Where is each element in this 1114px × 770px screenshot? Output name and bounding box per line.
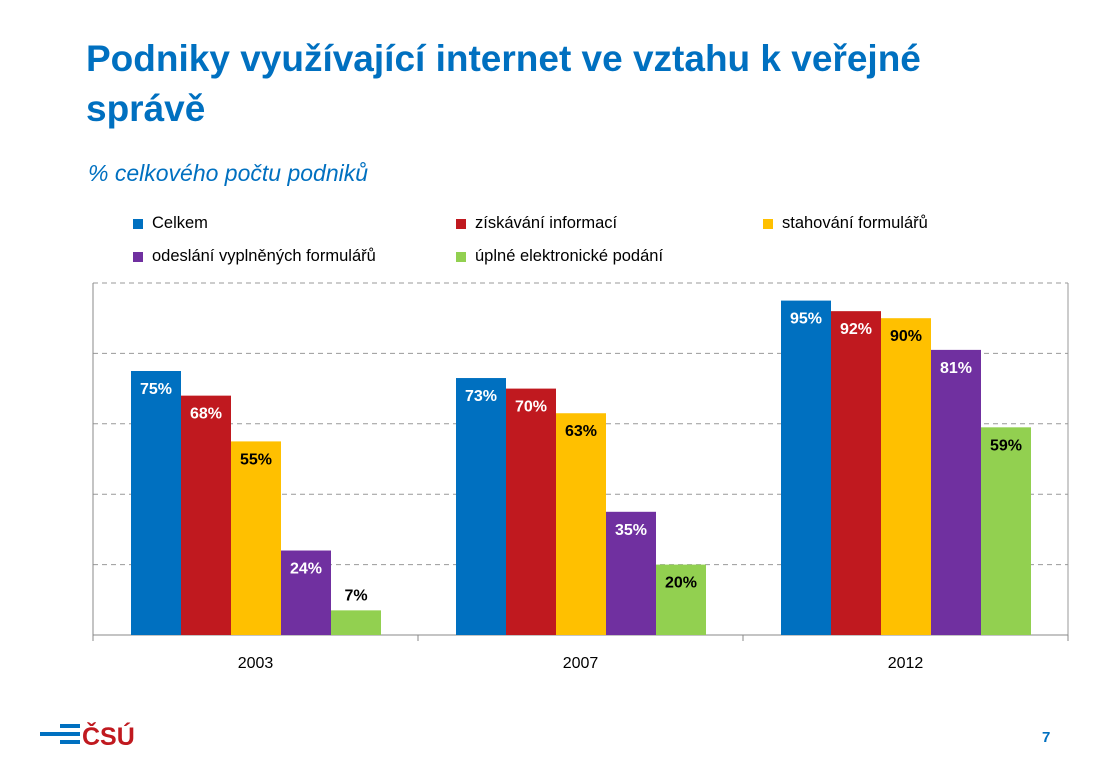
bar [881,318,931,635]
bar [931,349,981,635]
data-label: 20% [665,575,697,592]
legend-swatch [456,218,466,229]
bar [181,395,231,635]
x-tick-label: 2003 [238,655,274,672]
data-label: 90% [890,328,922,345]
legend-label: získávání informací [475,214,618,232]
svg-text:ČSÚ: ČSÚ [82,721,135,750]
bar [656,564,706,635]
data-label: 70% [515,399,547,416]
x-tick-label: 2012 [888,655,924,672]
legend-label: Celkem [152,214,208,232]
data-label: 73% [465,388,497,405]
bar [831,311,881,635]
bar [331,610,381,635]
bar [231,441,281,635]
subtitle: % celkového počtu podniků [88,160,369,186]
bar [556,413,606,635]
data-label: 63% [565,423,597,440]
legend-label: úplné elektronické podání [475,247,664,265]
data-label: 55% [240,451,272,468]
x-tick-label: 2007 [563,655,599,672]
legend-swatch [133,218,143,229]
bar [131,371,181,635]
page-title: Podniky využívající internet ve vztahu k… [86,38,921,129]
legend-item-stahovani: stahování formulářů [763,214,928,233]
data-label: 92% [840,321,872,338]
data-label: 75% [140,381,172,398]
legend-item-odeslani: odeslání vyplněných formulářů [133,247,376,266]
bar [981,427,1031,635]
legend-swatch [133,251,143,262]
legend-swatch [456,251,466,262]
legend-label: odeslání vyplněných formulářů [152,247,376,265]
legend-item-uplne: úplné elektronické podání [456,247,663,266]
data-label: 59% [990,437,1022,454]
bar [506,388,556,635]
bar [606,511,656,635]
data-label: 81% [940,360,972,377]
bar [781,300,831,635]
legend-item-ziskavani: získávání informací [456,214,617,233]
legend: Celkem získávání informací stahování for… [133,214,1033,274]
csu-logo: ČSÚ [40,720,140,755]
data-label: 95% [790,311,822,328]
bar [456,378,506,635]
page-number: 7 [1042,729,1051,746]
legend-label: stahování formulářů [782,214,928,232]
data-label: 24% [290,561,322,578]
bar [281,550,331,635]
data-label: 68% [190,406,222,423]
data-label: 7% [344,587,367,604]
legend-item-celkem: Celkem [133,214,208,233]
data-label: 35% [615,522,647,539]
legend-swatch [763,218,773,229]
